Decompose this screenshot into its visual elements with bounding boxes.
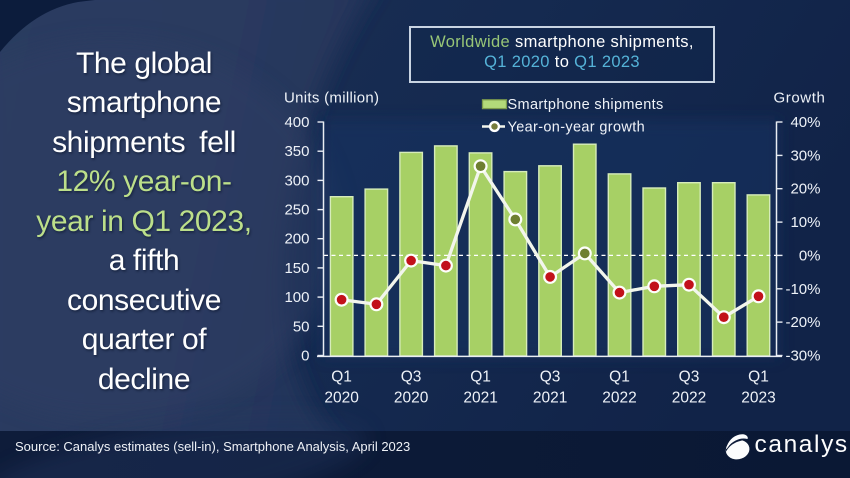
svg-text:Q3: Q3 bbox=[679, 369, 700, 386]
svg-text:350: 350 bbox=[284, 143, 309, 160]
svg-text:2022: 2022 bbox=[602, 390, 636, 407]
svg-text:Q1: Q1 bbox=[470, 369, 491, 386]
svg-text:Q1: Q1 bbox=[748, 369, 769, 386]
svg-text:100: 100 bbox=[284, 289, 309, 306]
svg-text:250: 250 bbox=[284, 202, 309, 219]
svg-text:2020: 2020 bbox=[394, 390, 429, 407]
svg-text:10%: 10% bbox=[790, 214, 820, 231]
svg-text:Units (million): Units (million) bbox=[284, 90, 379, 107]
svg-text:400: 400 bbox=[284, 114, 309, 131]
svg-text:2021: 2021 bbox=[463, 390, 497, 407]
svg-text:40%: 40% bbox=[790, 114, 820, 131]
svg-text:-30%: -30% bbox=[785, 348, 820, 365]
svg-text:0%: 0% bbox=[799, 247, 821, 264]
svg-text:Q1: Q1 bbox=[331, 369, 352, 386]
svg-text:2022: 2022 bbox=[672, 390, 706, 407]
svg-text:2021: 2021 bbox=[533, 390, 567, 407]
svg-text:30%: 30% bbox=[790, 147, 820, 164]
svg-text:20%: 20% bbox=[790, 181, 820, 198]
svg-text:50: 50 bbox=[293, 318, 310, 335]
svg-text:Q3: Q3 bbox=[401, 369, 422, 386]
svg-text:Year-on-year growth: Year-on-year growth bbox=[508, 120, 646, 136]
svg-text:2023: 2023 bbox=[741, 390, 775, 407]
svg-text:2020: 2020 bbox=[324, 390, 359, 407]
svg-text:-20%: -20% bbox=[785, 314, 820, 331]
svg-text:0: 0 bbox=[301, 348, 309, 365]
svg-text:Smartphone shipments: Smartphone shipments bbox=[508, 97, 664, 113]
svg-text:200: 200 bbox=[284, 231, 309, 248]
svg-text:-10%: -10% bbox=[785, 281, 820, 298]
svg-text:300: 300 bbox=[284, 172, 309, 189]
svg-text:Q3: Q3 bbox=[540, 369, 561, 386]
svg-text:150: 150 bbox=[284, 260, 309, 277]
svg-text:Growth: Growth bbox=[774, 90, 826, 107]
svg-text:Q1: Q1 bbox=[609, 369, 630, 386]
